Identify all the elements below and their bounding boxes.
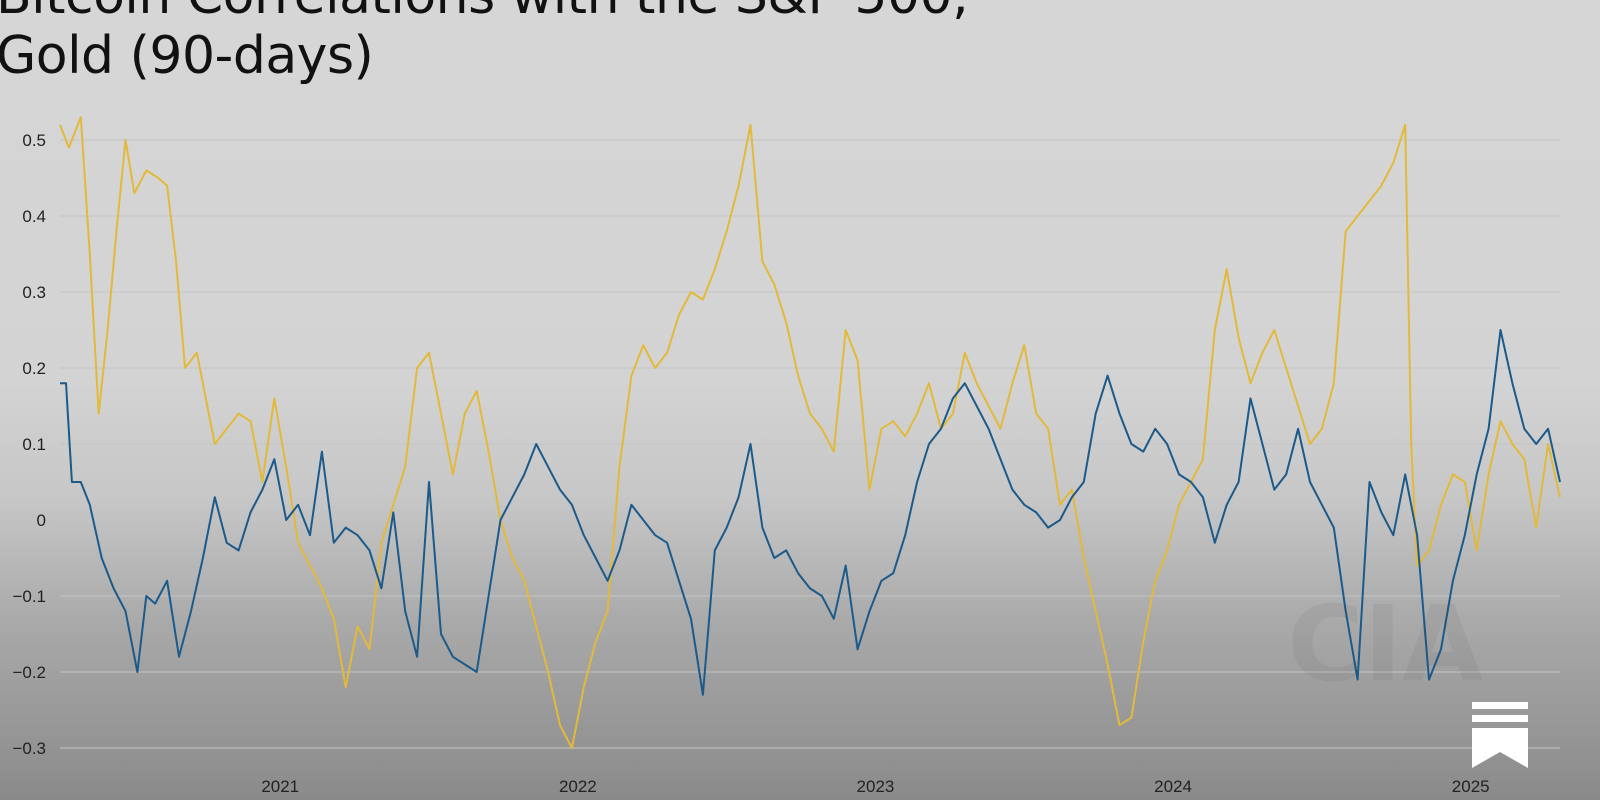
series-line-2 <box>60 329 1561 696</box>
y-tick-label: −0.3 <box>12 739 46 758</box>
x-tick-label: 2021 <box>261 777 299 796</box>
series-line-1 <box>59 116 1561 749</box>
x-tick-label: 2023 <box>857 777 895 796</box>
x-tick-label: 2022 <box>559 777 597 796</box>
x-axis-tick-labels: 2021 2022 2023 2024 2025 <box>261 777 1489 796</box>
y-tick-label: −0.1 <box>12 587 46 606</box>
y-tick-label: 0.5 <box>22 131 46 150</box>
y-tick-label: 0.3 <box>22 283 46 302</box>
grid-lines <box>60 139 1560 749</box>
y-tick-label: −0.2 <box>12 663 46 682</box>
y-axis-tick-labels: 0.5 0.4 0.3 0.2 0.1 0 −0.1 −0.2 −0.3 <box>12 131 46 758</box>
y-tick-label: 0 <box>37 511 46 530</box>
x-tick-label: 2024 <box>1154 777 1192 796</box>
x-tick-label: 2025 <box>1452 777 1490 796</box>
y-tick-label: 0.4 <box>22 207 46 226</box>
chart-title-line-2: Gold (90-days) <box>0 26 374 86</box>
y-tick-label: 0.1 <box>22 435 46 454</box>
watermark-text: CIA <box>1287 583 1483 705</box>
chart-title-line-1: Bitcoin Correlations with the S&P 500, <box>0 0 969 26</box>
y-tick-label: 0.2 <box>22 359 46 378</box>
bookmark-stack-icon[interactable] <box>1472 702 1528 768</box>
series-lines <box>59 116 1561 749</box>
chart-title: Bitcoin Correlations with the S&P 500, G… <box>0 0 969 86</box>
